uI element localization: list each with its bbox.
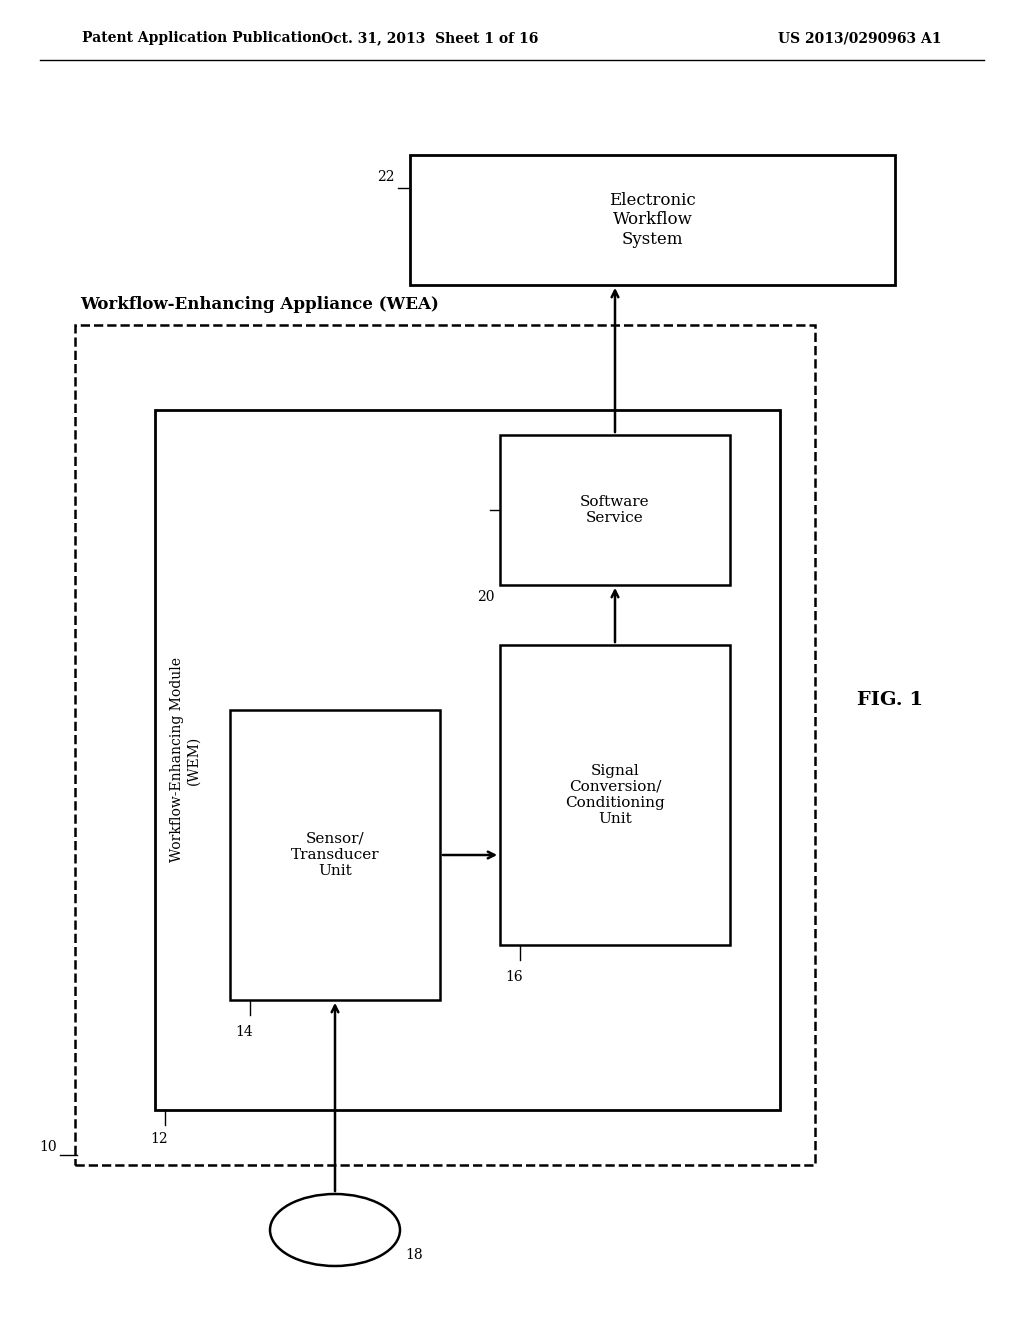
Bar xyxy=(75,325,815,1166)
Text: Workflow-Enhancing Appliance (WEA): Workflow-Enhancing Appliance (WEA) xyxy=(80,296,439,313)
Text: 10: 10 xyxy=(39,1140,57,1154)
Text: 16: 16 xyxy=(505,970,522,983)
Text: Workflow-Enhancing Module
(WEM): Workflow-Enhancing Module (WEM) xyxy=(170,657,200,862)
Text: Sensor/
Transducer
Unit: Sensor/ Transducer Unit xyxy=(291,832,379,878)
Bar xyxy=(410,154,895,285)
Text: FIG. 1: FIG. 1 xyxy=(857,690,923,709)
Text: 20: 20 xyxy=(477,590,495,605)
Text: 14: 14 xyxy=(234,1026,253,1039)
Text: Electronic
Workflow
System: Electronic Workflow System xyxy=(609,191,696,248)
Bar xyxy=(500,645,730,945)
Text: 12: 12 xyxy=(150,1133,168,1146)
Bar xyxy=(155,411,780,1110)
Text: Item: Item xyxy=(317,1224,352,1237)
Text: 18: 18 xyxy=(406,1247,423,1262)
Text: Patent Application Publication: Patent Application Publication xyxy=(82,30,322,45)
Text: Software
Service: Software Service xyxy=(581,495,650,525)
Text: 22: 22 xyxy=(378,170,395,183)
Text: Signal
Conversion/
Conditioning
Unit: Signal Conversion/ Conditioning Unit xyxy=(565,764,665,826)
Bar xyxy=(500,436,730,585)
Ellipse shape xyxy=(270,1195,400,1266)
Text: Oct. 31, 2013  Sheet 1 of 16: Oct. 31, 2013 Sheet 1 of 16 xyxy=(322,30,539,45)
Text: US 2013/0290963 A1: US 2013/0290963 A1 xyxy=(778,30,942,45)
Bar xyxy=(230,710,440,1001)
